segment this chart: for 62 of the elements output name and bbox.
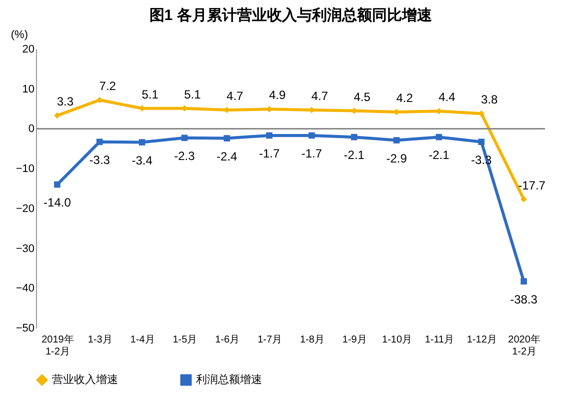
point: [224, 135, 230, 142]
x-tick-label: 1-6月: [215, 334, 240, 346]
y-tick-label: −30: [16, 242, 34, 255]
data-label: 4.4: [438, 90, 456, 104]
data-label: -1.7: [301, 146, 322, 160]
y-tick-label: 0: [28, 123, 34, 136]
point: [478, 138, 485, 146]
x-tick-label: 2020年 1-2月: [508, 334, 540, 358]
point: [181, 134, 188, 142]
data-label: -2.9: [386, 151, 408, 166]
x-tick-label: 1-3月: [88, 334, 112, 346]
y-tick-label: 10: [22, 83, 34, 96]
point: [520, 278, 527, 285]
data-label: -14.0: [44, 196, 72, 210]
data-label: -2.3: [174, 148, 196, 163]
data-label: -17.7: [518, 178, 546, 192]
legend-label: 营业收入增速: [52, 373, 118, 386]
data-label: -3.4: [132, 153, 153, 168]
data-label: 4.9: [268, 88, 286, 102]
data-label: 4.5: [354, 90, 371, 104]
y-axis-title: (%): [10, 29, 28, 41]
x-tick-label: 1-12月: [466, 334, 497, 346]
legend-label: 利润总额增速: [196, 373, 262, 386]
point: [436, 134, 442, 140]
x-tick-label: 2019年 1-2月: [42, 334, 74, 358]
data-label: 3.8: [481, 92, 498, 107]
data-label: 5.1: [184, 87, 202, 102]
data-label: -3.3: [89, 152, 110, 167]
point: [96, 96, 103, 104]
x-tick-label: 1-9月: [342, 334, 367, 346]
y-tick-label: −10: [16, 163, 34, 176]
point: [54, 112, 60, 119]
data-label: -2.1: [428, 148, 450, 162]
point: [350, 134, 358, 140]
data-label: 4.7: [226, 88, 244, 103]
data-label: 4.2: [396, 90, 414, 105]
point: [308, 132, 315, 139]
data-label: 3.3: [56, 94, 74, 109]
y-tick-label: 20: [22, 44, 34, 56]
data-label: 4.7: [311, 88, 328, 103]
y-tick-label: −50: [16, 322, 34, 334]
data-label: 7.2: [99, 79, 116, 94]
x-tick-label: 1-5月: [172, 334, 198, 346]
data-label: -1.7: [258, 146, 280, 160]
x-tick-label: 1-8月: [300, 334, 324, 346]
point: [138, 139, 146, 146]
x-tick-label: 1-11月: [424, 334, 454, 346]
y-tick-label: −40: [16, 282, 34, 295]
data-label: 5.1: [142, 87, 159, 102]
data-label: -2.1: [344, 148, 365, 162]
x-tick-label: 1-10月: [382, 334, 412, 346]
data-label: -38.3: [510, 292, 538, 306]
data-label: -2.4: [216, 149, 238, 164]
point: [393, 137, 400, 144]
point: [266, 132, 272, 139]
x-tick-label: 1-4月: [130, 334, 155, 346]
point: [54, 181, 60, 188]
point: [96, 138, 103, 146]
x-tick-label: 1-7月: [258, 334, 282, 346]
point: [520, 196, 527, 202]
y-tick-label: −20: [16, 202, 34, 215]
chart-title: 图1 各月累计营业收入与利润总额同比增速: [149, 6, 433, 24]
